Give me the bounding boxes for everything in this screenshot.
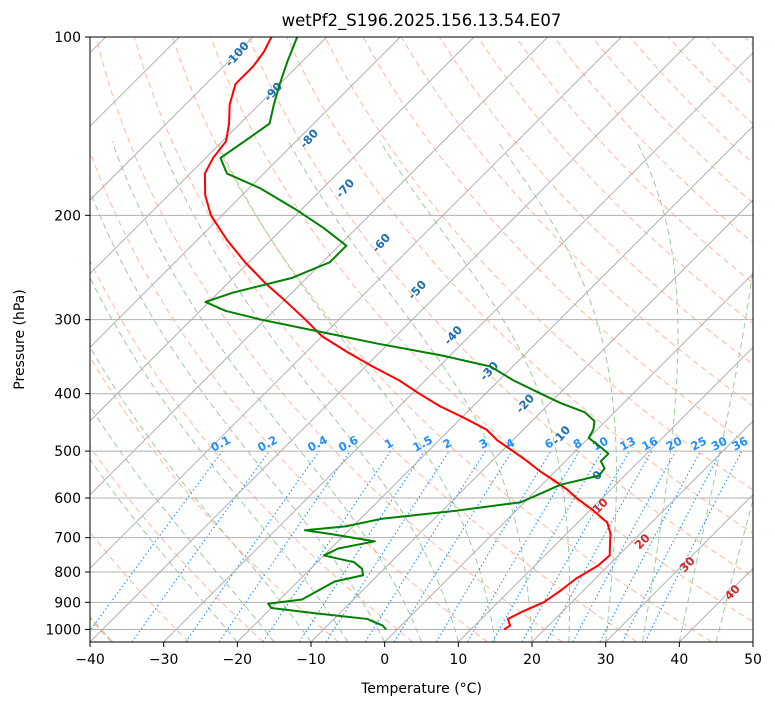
- mixing-ratio-line-36: [644, 450, 743, 642]
- y-tick-label: 200: [54, 208, 81, 224]
- isotherm--60: [90, 37, 549, 496]
- chart-title: wetPf2_S196.2025.156.13.54.E07: [282, 11, 562, 31]
- y-tick-label: 700: [54, 531, 81, 547]
- mixing-ratio-line-4: [393, 450, 513, 642]
- moist-adiabat-50: [752, 640, 753, 642]
- isotherm-20: [531, 420, 753, 642]
- x-tick-label: 30: [597, 652, 615, 668]
- isotherm--50: [90, 37, 622, 570]
- isotherm--100: [90, 37, 254, 201]
- mixing-ratio-label: 30: [709, 434, 730, 454]
- mixing-ratio-line-1: [262, 450, 392, 642]
- y-axis-label: Pressure (hPa): [12, 289, 28, 389]
- dry-adiabat-50: [210, 37, 753, 623]
- isotherm--80: [90, 37, 401, 349]
- dry-adiabat-70: [286, 37, 753, 534]
- isotherm-30: [605, 493, 753, 642]
- mixing-ratio-label: 10: [590, 434, 611, 454]
- mixing-ratio-line-16: [545, 450, 653, 642]
- x-tick-label: 50: [744, 652, 762, 668]
- y-tick-label: 1000: [45, 622, 81, 638]
- isobars: [90, 37, 753, 630]
- temperature-profile-line: [203, 37, 612, 631]
- mixing-ratio-line-13: [521, 450, 630, 642]
- dry-adiabat-0: [90, 259, 414, 642]
- y-tick-label: 800: [54, 565, 81, 581]
- isotherms: [90, 37, 753, 642]
- x-tick-label: −10: [296, 652, 326, 668]
- dry-adiabat--20: [90, 445, 264, 642]
- mixing-ratio-label: 13: [617, 434, 638, 454]
- dry-adiabats: [90, 37, 753, 642]
- mixing-ratio-line-20: [572, 450, 677, 642]
- dry-adiabat-40: [171, 37, 712, 642]
- y-tick-label: 900: [54, 595, 81, 611]
- isotherm-10: [457, 346, 753, 642]
- mixing-ratio-label: 36: [730, 434, 751, 454]
- mixing-ratio-line-2: [325, 450, 450, 642]
- dry-adiabat-20: [95, 37, 563, 642]
- y-tick-label: 400: [54, 387, 81, 403]
- mixing-ratio-line-0.1: [90, 450, 223, 632]
- dry-adiabat-60: [248, 37, 753, 578]
- dry-adiabat-130: [515, 37, 753, 284]
- mixing-ratio-line-0.2: [131, 450, 270, 642]
- isotherm-50: [752, 641, 753, 642]
- dry-adiabat-80: [324, 37, 753, 491]
- isotherm--30: [163, 51, 753, 642]
- x-axis-ticks: −40 −30 −20 −10 0 10 20 30 40 50: [75, 642, 762, 668]
- profile-series: [203, 37, 612, 631]
- y-tick-label: 600: [54, 491, 81, 507]
- x-tick-label: 10: [449, 652, 467, 668]
- x-tick-label: 0: [380, 652, 389, 668]
- mixing-ratio-label: 20: [664, 434, 685, 454]
- isotherm--70: [90, 37, 475, 422]
- dewpoint-profile-line: [204, 37, 610, 631]
- x-axis-label: Temperature (°C): [360, 681, 482, 697]
- x-tick-label: 40: [670, 652, 688, 668]
- isotherm--40: [90, 37, 696, 642]
- mixing-ratio-label: 25: [688, 434, 709, 454]
- x-tick-label: −20: [223, 652, 253, 668]
- dry-adiabat-30: [133, 37, 638, 642]
- plot-frame: [89, 36, 754, 643]
- isotherm-0: [384, 272, 753, 642]
- plot-background: [90, 37, 753, 642]
- mixing-ratio-line-1.5: [298, 450, 425, 642]
- isotherm--10: [310, 199, 753, 642]
- isotherm--20: [236, 125, 753, 642]
- mixing-ratio-line-0.6: [218, 450, 351, 642]
- mixing-ratio-line-0.4: [185, 450, 320, 642]
- y-tick-label: 300: [54, 313, 81, 329]
- y-axis-ticks: 100 200 300 400 500 600 700 800 900 1000: [45, 30, 90, 638]
- y-tick-label: 500: [54, 444, 81, 460]
- y-tick-label: 100: [54, 30, 81, 46]
- x-tick-label: 20: [523, 652, 541, 668]
- x-tick-label: −30: [149, 652, 179, 668]
- mixing-ratio-lines: [90, 450, 743, 642]
- x-tick-label: −40: [75, 652, 105, 668]
- mixing-ratio-label: 16: [639, 434, 660, 454]
